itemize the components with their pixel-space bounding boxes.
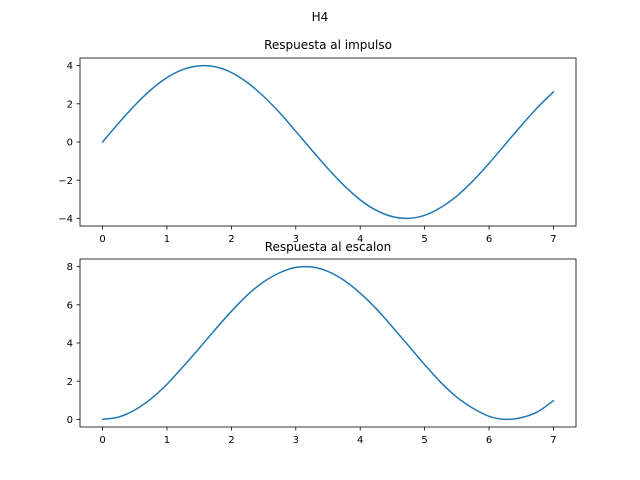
impulse-series-line-0 — [101, 64, 555, 220]
axes-impulse-response: Respuesta al impulso 0 1 2 3 4 5 6 7 −4 −2 0 2 4 — [58, 38, 577, 245]
axes-title-step: Respuesta al escalon — [265, 240, 392, 254]
step-series-layer — [101, 265, 555, 421]
step-ytick-label: 8 — [67, 262, 73, 273]
impulse-xtick-label: 2 — [228, 234, 234, 245]
step-ytick-layer: 0 2 4 6 8 — [67, 262, 80, 426]
step-xtick-label: 0 — [99, 435, 105, 446]
step-xtick-label: 5 — [421, 435, 427, 446]
axes-frame-step — [79, 258, 577, 428]
impulse-xtick-label: 0 — [99, 234, 105, 245]
impulse-xtick-label: 5 — [421, 234, 427, 245]
figure-suptitle: H4 — [312, 10, 329, 24]
impulse-xtick-label: 7 — [550, 234, 556, 245]
step-xtick-label: 4 — [357, 435, 363, 446]
impulse-xtick-label: 4 — [357, 234, 363, 245]
step-ytick-label: 2 — [67, 377, 73, 388]
impulse-ytick-label: 0 — [67, 138, 73, 149]
impulse-ytick-label: 2 — [67, 99, 73, 110]
impulse-ytick-label: −2 — [58, 176, 73, 187]
impulse-ytick-layer: −4 −2 0 2 4 — [58, 61, 80, 225]
step-xtick-label: 6 — [486, 435, 492, 446]
step-xtick-layer: 0 1 2 3 4 5 6 7 — [99, 427, 557, 446]
impulse-xtick-label: 6 — [486, 234, 492, 245]
step-xtick-label: 1 — [164, 435, 170, 446]
step-xtick-label: 3 — [293, 435, 299, 446]
impulse-ytick-label: −4 — [58, 214, 73, 225]
step-series-line-0 — [101, 265, 555, 421]
step-ytick-label: 6 — [67, 300, 73, 311]
step-ytick-label: 4 — [67, 339, 73, 350]
impulse-xtick-label: 3 — [293, 234, 299, 245]
axes-step-response: Respuesta al escalon 0 1 2 3 4 5 6 7 0 2 4 6 8 — [67, 240, 577, 446]
step-xtick-label: 7 — [550, 435, 556, 446]
impulse-xtick-label: 1 — [164, 234, 170, 245]
axes-frame-impulse — [79, 57, 577, 227]
impulse-ytick-label: 4 — [67, 61, 73, 72]
step-ytick-label: 0 — [67, 415, 73, 426]
impulse-series-layer — [101, 64, 555, 220]
impulse-xtick-layer: 0 1 2 3 4 5 6 7 — [99, 226, 557, 245]
axes-title-impulse: Respuesta al impulso — [264, 38, 392, 52]
step-xtick-label: 2 — [228, 435, 234, 446]
